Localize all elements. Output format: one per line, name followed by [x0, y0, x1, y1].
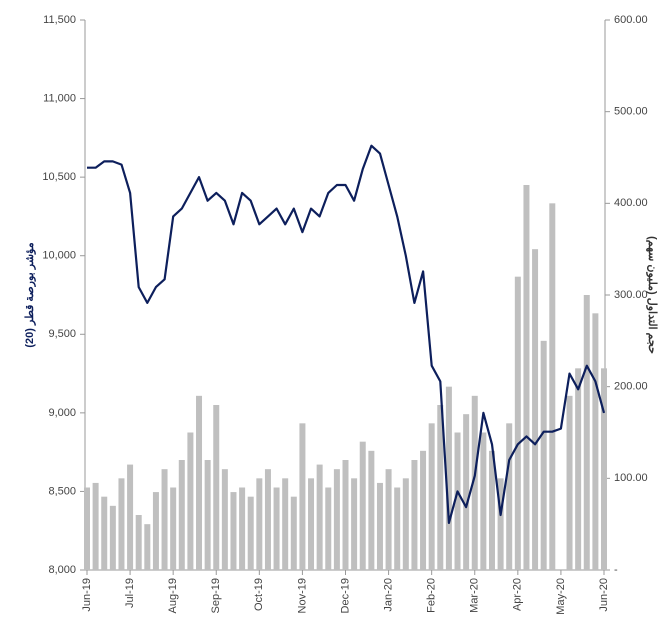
- volume-bar: [514, 276, 521, 570]
- volume-bar: [101, 496, 108, 570]
- volume-bar: [187, 432, 194, 570]
- volume-bar: [359, 441, 366, 570]
- volume-bar: [282, 478, 289, 570]
- y2-tick-label: 300.00: [614, 289, 648, 301]
- volume-bar: [316, 464, 323, 570]
- volume-bar: [385, 469, 392, 570]
- x-tick-label: Nov-19: [296, 578, 308, 613]
- y-tick-label: 9,500: [48, 328, 76, 340]
- volume-bar: [532, 249, 539, 570]
- volume-bar: [583, 295, 590, 570]
- volume-bar: [454, 432, 461, 570]
- y2-tick-label: 100.00: [614, 472, 648, 484]
- volume-bar: [368, 450, 375, 570]
- x-tick-label: Mar-20: [469, 578, 481, 613]
- volume-bar: [84, 487, 90, 570]
- volume-bar: [221, 469, 228, 570]
- volume-bar: [506, 423, 513, 570]
- volume-bar: [308, 478, 315, 570]
- volume-bar: [601, 368, 607, 570]
- y2-tick-label: 200.00: [614, 381, 648, 393]
- y2-axis-label: حجم التداول (مليون سهم): [646, 236, 658, 354]
- x-tick-label: May-20: [555, 578, 567, 615]
- volume-bar: [264, 469, 271, 570]
- y-axis-label: مؤشر بورصة قطر (20): [24, 242, 36, 347]
- volume-bar: [351, 478, 358, 570]
- volume-bar: [420, 450, 427, 570]
- volume-bar: [540, 340, 547, 570]
- y2-tick-label: 400.00: [614, 197, 648, 209]
- x-tick-label: Oct-19: [253, 578, 265, 611]
- volume-bar: [161, 469, 168, 570]
- volume-bar: [592, 313, 599, 570]
- volume-bar: [109, 505, 116, 570]
- y2-tick-label: 500.00: [614, 106, 648, 118]
- volume-bar: [230, 492, 237, 570]
- y-tick-label: 11,000: [43, 92, 76, 104]
- y2-tick-label: 600.00: [614, 14, 648, 26]
- x-tick-label: Feb-20: [426, 578, 438, 613]
- volume-bar: [428, 423, 435, 570]
- y-tick-label: 10,000: [42, 250, 76, 262]
- volume-bar: [437, 405, 444, 570]
- y-tick-label: 9,000: [48, 407, 76, 419]
- volume-bar: [239, 487, 246, 570]
- volume-bar: [204, 460, 211, 570]
- volume-bar: [394, 487, 401, 570]
- volume-bar: [299, 423, 306, 570]
- volume-bar: [127, 464, 134, 570]
- volume-bar: [213, 405, 220, 570]
- x-tick-label: Jun-20: [598, 578, 610, 612]
- volume-bar: [325, 487, 332, 570]
- volume-bar: [463, 414, 470, 570]
- volume-bar: [376, 482, 383, 570]
- y2-tick-label: -: [614, 564, 618, 576]
- volume-bar: [247, 496, 254, 570]
- volume-bar: [402, 478, 409, 570]
- y-tick-label: 8,000: [48, 564, 76, 576]
- volume-bar: [523, 185, 530, 570]
- volume-bar: [196, 395, 203, 570]
- x-tick-label: Jan-20: [382, 578, 394, 612]
- x-tick-label: Jun-19: [81, 578, 93, 612]
- volume-bar: [333, 469, 340, 570]
- y-tick-label: 8,500: [48, 485, 76, 497]
- volume-bar: [290, 496, 297, 570]
- x-tick-label: Apr-20: [512, 578, 524, 611]
- volume-bar: [488, 450, 495, 570]
- volume-bar: [445, 386, 452, 570]
- x-tick-label: Sep-19: [210, 578, 222, 613]
- volume-bar: [92, 482, 99, 570]
- volume-bar: [480, 432, 487, 570]
- volume-bar: [342, 460, 349, 570]
- volume-bar: [178, 460, 185, 570]
- volume-bar: [566, 395, 573, 570]
- volume-bar: [411, 460, 418, 570]
- volume-bar: [256, 478, 263, 570]
- volume-bar: [471, 395, 478, 570]
- y-tick-label: 10,500: [42, 171, 76, 183]
- volume-bar: [497, 478, 504, 570]
- x-tick-label: Dec-19: [339, 578, 351, 613]
- volume-bar: [152, 492, 159, 570]
- volume-bar: [273, 487, 280, 570]
- x-tick-label: Aug-19: [167, 578, 179, 613]
- volume-bar: [549, 203, 556, 571]
- volume-bar: [170, 487, 177, 570]
- volume-bar: [135, 515, 142, 570]
- volume-bar: [144, 524, 151, 570]
- x-tick-label: Jul-19: [124, 578, 136, 608]
- y-tick-label: 11,500: [43, 14, 76, 26]
- volume-bar: [575, 368, 582, 570]
- volume-bar: [118, 478, 125, 570]
- index-line: [87, 144, 606, 524]
